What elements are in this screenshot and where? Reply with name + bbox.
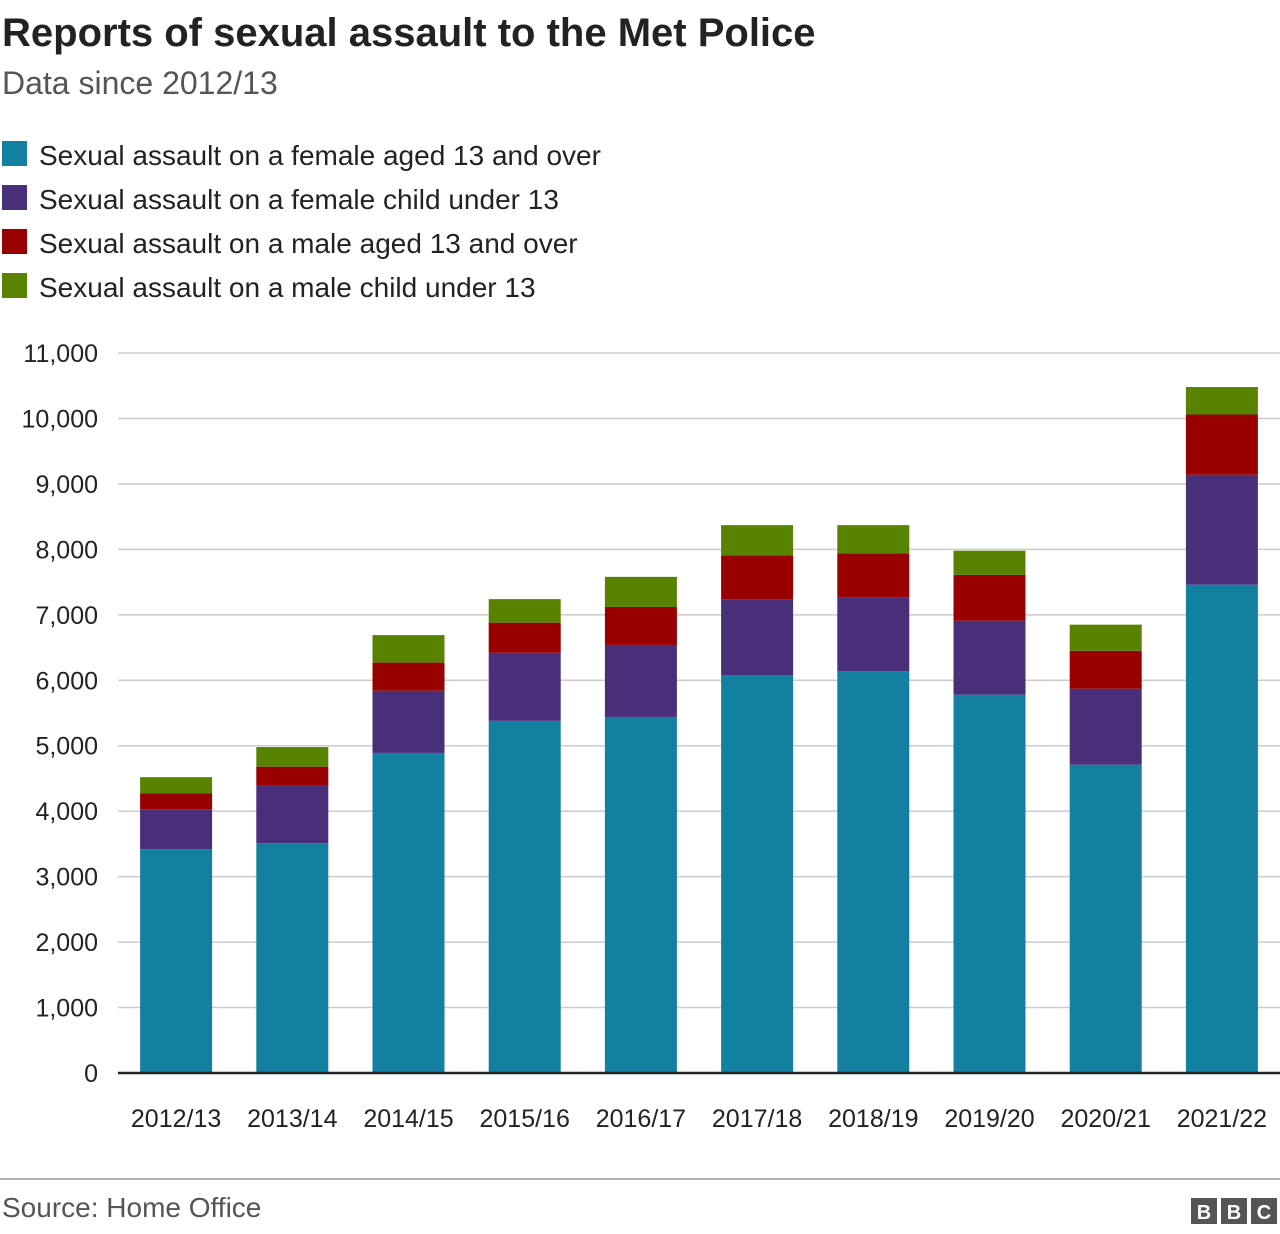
legend-label: Sexual assault on a female aged 13 and o…	[39, 140, 601, 171]
bar-segment	[837, 671, 910, 1073]
bar-segment	[140, 793, 213, 810]
bar-segment	[256, 747, 329, 767]
bar-segment	[488, 652, 561, 721]
x-tick-label: 2020/21	[1061, 1105, 1151, 1133]
x-tick-label: 2018/19	[828, 1105, 918, 1133]
y-tick-label: 6,000	[35, 667, 98, 695]
legend-swatch	[2, 229, 27, 254]
legend-swatch	[2, 185, 27, 210]
x-tick-label: 2021/22	[1177, 1105, 1267, 1133]
bar-segment	[256, 843, 329, 1073]
y-tick-label: 4,000	[35, 798, 98, 826]
y-tick-label: 8,000	[35, 536, 98, 564]
x-tick-label: 2019/20	[944, 1105, 1034, 1133]
bar-segment	[140, 809, 213, 850]
chart-subtitle: Data since 2012/13	[2, 65, 278, 101]
legend-swatch	[2, 273, 27, 298]
bar-segment	[837, 525, 910, 554]
bar-segment	[1069, 624, 1142, 651]
x-tick-label: 2013/14	[247, 1105, 337, 1133]
bar-segment	[837, 553, 910, 598]
bar-segment	[953, 574, 1026, 621]
bar-segment	[372, 752, 445, 1073]
source-text: Source: Home Office	[2, 1192, 261, 1223]
bar-segment	[488, 720, 561, 1073]
y-tick-label: 2,000	[35, 929, 98, 957]
bar-segment	[1185, 414, 1258, 475]
bar-segment	[1185, 474, 1258, 585]
bar-segment	[372, 635, 445, 663]
bar-segment	[604, 644, 677, 717]
bar-segment	[721, 555, 794, 600]
x-axis: 2012/13 2013/14 2014/15 2015/16 2016/17 2017/…	[118, 1071, 1280, 1133]
y-tick-label: 5,000	[35, 733, 98, 761]
svg-text:B: B	[1227, 1202, 1241, 1224]
chart-title: Reports of sexual assault to the Met Pol…	[2, 11, 816, 55]
bar-segment	[1069, 688, 1142, 765]
x-tick-label: 2016/17	[596, 1105, 686, 1133]
bar-segment	[953, 694, 1026, 1073]
bar-segment	[837, 597, 910, 672]
svg-text:B: B	[1197, 1202, 1211, 1224]
bar-segment	[1069, 650, 1142, 689]
bar-segment	[1185, 584, 1258, 1073]
y-tick-label: 10,000	[22, 405, 98, 433]
legend-swatch	[2, 141, 27, 166]
y-axis: 0 1,000 2,000 3,000 4,000 5,000 6,000 7,000 8,00…	[22, 340, 98, 1088]
bar-segment	[140, 777, 213, 794]
x-tick-label: 2017/18	[712, 1105, 802, 1133]
bar-segment	[488, 622, 561, 653]
bar-segment	[1185, 387, 1258, 415]
y-tick-label: 3,000	[35, 864, 98, 892]
bar-segment	[604, 716, 677, 1073]
bar-segment	[1069, 764, 1142, 1073]
legend-label: Sexual assault on a male aged 13 and ove…	[39, 228, 578, 259]
y-tick-label: 0	[84, 1060, 98, 1088]
bar-segment	[256, 766, 329, 785]
legend: Sexual assault on a female aged 13 and o…	[2, 140, 601, 303]
bar-segment	[604, 606, 677, 645]
svg-text:C: C	[1257, 1202, 1271, 1224]
y-tick-label: 7,000	[35, 602, 98, 630]
x-tick-label: 2015/16	[480, 1105, 570, 1133]
bar-segment	[256, 785, 329, 844]
bar-segment	[953, 620, 1026, 695]
bar-segment	[721, 675, 794, 1073]
y-tick-label: 1,000	[35, 995, 98, 1023]
legend-label: Sexual assault on a male child under 13	[39, 272, 536, 303]
bar-segment	[488, 599, 561, 623]
bar-segment	[721, 525, 794, 556]
bbc-logo: B B C	[1191, 1198, 1277, 1224]
bar-segment	[721, 599, 794, 676]
bar-segment	[953, 550, 1026, 575]
bar-segment	[372, 690, 445, 753]
legend-label: Sexual assault on a female child under 1…	[39, 184, 559, 215]
x-tick-label: 2012/13	[131, 1105, 221, 1133]
bar-segment	[372, 662, 445, 691]
y-tick-label: 11,000	[23, 340, 98, 368]
bar-segment	[604, 576, 677, 607]
x-tick-label: 2014/15	[363, 1105, 453, 1133]
bars	[140, 387, 1258, 1073]
y-tick-label: 9,000	[35, 471, 98, 499]
bar-segment	[140, 849, 213, 1073]
